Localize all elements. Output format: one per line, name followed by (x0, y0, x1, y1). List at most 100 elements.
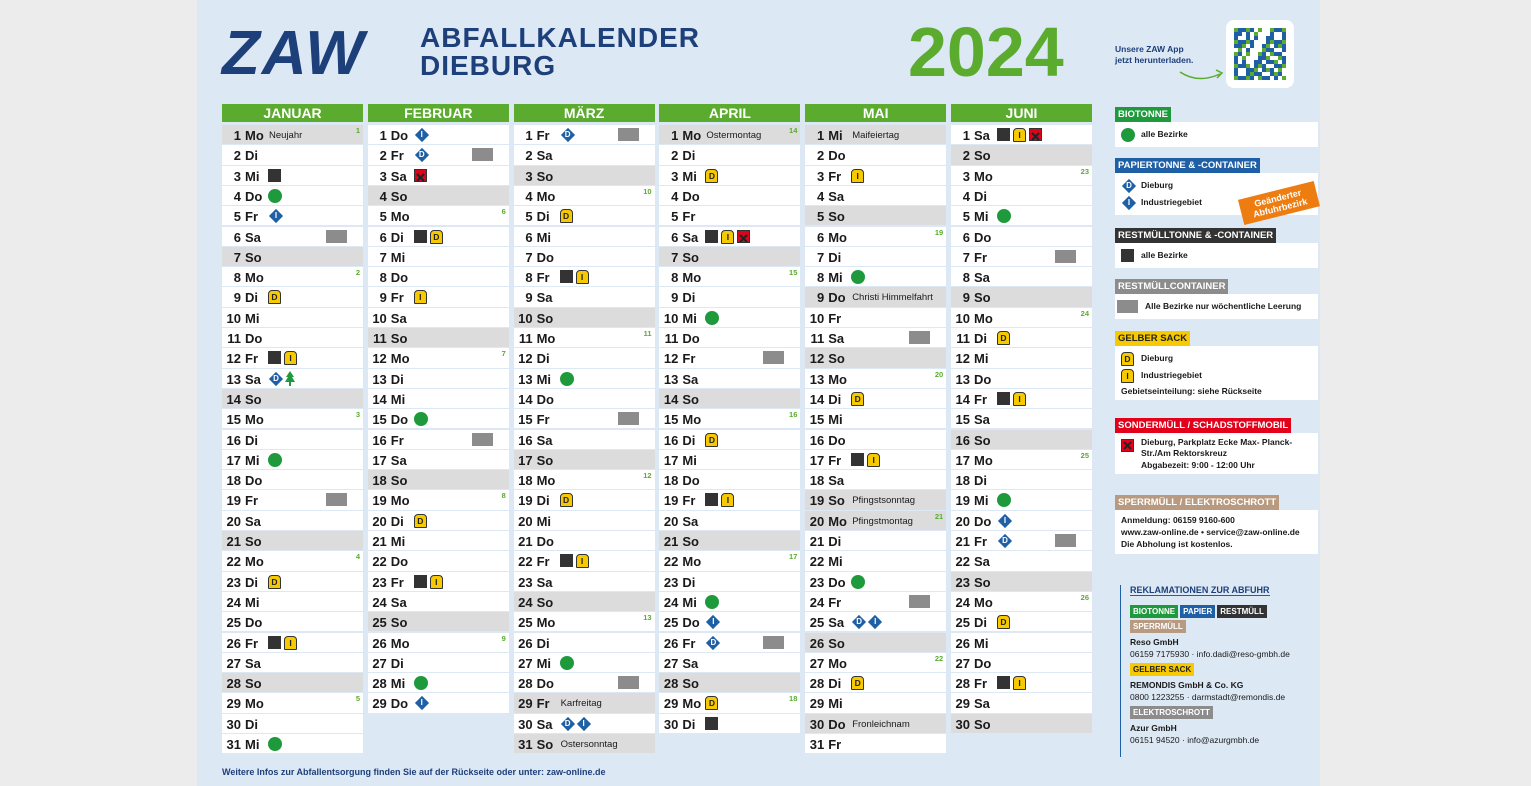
day-number: 22 (372, 554, 387, 570)
weekday: Fr (536, 554, 550, 570)
day-row: 26 Mi (951, 632, 1092, 652)
weekday: Do (390, 412, 409, 428)
rest-icon (851, 452, 865, 466)
day-row: 24 Mo 26 (951, 591, 1092, 612)
day-number: 8 (816, 270, 825, 286)
icon-letter: D (564, 718, 571, 728)
day-row: 8 Mi (805, 267, 947, 287)
weekday: Mi (245, 452, 260, 468)
day-row: 12 Mo 7 (367, 348, 509, 368)
weekday: So (974, 148, 991, 164)
day-number: 17 (226, 452, 241, 468)
rest-icon (268, 635, 281, 649)
day-row: 20 Do I (951, 510, 1092, 530)
paper-icon: I (997, 513, 1013, 528)
weekday: So (828, 209, 845, 225)
yellow-sack-icon: I (721, 229, 735, 244)
day-number: 29 (226, 696, 241, 712)
day-row: 20 Sa (222, 510, 363, 530)
weekday: Mo (682, 270, 702, 286)
weekday: Mo (390, 209, 410, 225)
day-number: 6 (671, 229, 679, 245)
day-number: 20 (809, 513, 825, 529)
day-row: 1 Mo Ostermontag 14 (659, 125, 801, 145)
day-row: 29 Mi (805, 693, 947, 713)
legend-label: RESTMÜLLTONNE & -CONTAINER (1115, 228, 1277, 243)
weekday: Mi (828, 554, 843, 570)
day-row: 7 Mi (367, 246, 509, 267)
weekday: So (245, 391, 262, 407)
weekday: Di (245, 574, 258, 590)
day-row: 9 So (951, 287, 1092, 307)
day-row: 21 Do (513, 531, 655, 551)
legend-text: alle Bezirke (1141, 129, 1188, 139)
week-number: 5 (355, 694, 360, 704)
day-row: 25 Sa D I (805, 612, 947, 632)
paper-icon: I (705, 615, 721, 630)
day-row: 5 Fr (659, 206, 801, 226)
yellow-sack-icon: I (429, 574, 443, 589)
day-number: 1 (962, 128, 970, 143)
weekday: So (536, 310, 554, 326)
day-row: 9 Sa (513, 287, 655, 307)
qr-cell (1246, 32, 1250, 36)
day-number: 7 (379, 249, 387, 265)
day-row: 23 Do (805, 571, 947, 591)
qr-cell (1246, 64, 1250, 68)
day-row: 15 Mi (805, 409, 947, 429)
week-number: 14 (789, 126, 798, 135)
day-number: 25 (372, 615, 387, 631)
day-number: 2 (962, 148, 970, 164)
weekday: Mi (974, 635, 989, 651)
title: ABFALLKALENDER DIEBURG (420, 24, 700, 80)
icon-letter: I (1127, 198, 1131, 207)
x-mark (739, 233, 749, 243)
weekday: So (536, 452, 554, 468)
week-number: 3 (355, 410, 360, 420)
day-row: 16 So (951, 429, 1092, 449)
day-number: 20 (372, 513, 387, 529)
weekday: Fr (536, 128, 550, 143)
bio-icon (559, 371, 574, 386)
icon-letter: I (874, 617, 877, 627)
weekday: Sa (390, 168, 407, 184)
day-row: 4 Di (951, 185, 1092, 206)
qr-code (1226, 20, 1294, 88)
weekday: Sa (536, 148, 553, 164)
day-number: 17 (372, 452, 387, 468)
weekday: Sa (536, 574, 553, 590)
day-row: 2 Di (659, 145, 801, 165)
day-number: 5 (379, 209, 387, 225)
title-line: ABFALLKALENDER (420, 22, 700, 53)
day-number: 26 (372, 635, 387, 651)
container-icon (326, 493, 347, 507)
day-number: 21 (372, 534, 387, 549)
yellow-sack-icon: D (413, 513, 427, 528)
weekday: Mi (245, 594, 260, 610)
day-row: 6 Sa (222, 226, 363, 246)
day-row: 29 Mo 5 (222, 693, 363, 713)
weekday: Sa (974, 412, 990, 428)
qr-cell (1262, 48, 1266, 52)
weekday: Mo (828, 371, 847, 387)
bio-icon (268, 188, 282, 203)
weekday: So (682, 534, 700, 549)
legend-box: Dieburg, Parkplatz Ecke Max- Planck-Str.… (1115, 433, 1318, 474)
day-row: 25 Do I (659, 612, 801, 632)
legend-item: I Industriegebiet (1121, 367, 1312, 384)
qr-cell (1270, 36, 1274, 40)
day-row: 14 Di D (805, 388, 947, 409)
qr-cell (1246, 40, 1250, 44)
day-number: 26 (518, 635, 533, 651)
day-number: 7 (233, 249, 241, 265)
day-number: 4 (233, 188, 241, 204)
week-number: 13 (643, 613, 652, 623)
qr-cell (1266, 44, 1270, 48)
day-row: 26 Fr D (659, 632, 801, 652)
weekday: Sa (828, 188, 845, 204)
contact: 0800 1223255 · darmstadt@remondis.de (1130, 692, 1286, 702)
weekday: Di (390, 655, 404, 671)
qr-cell (1258, 64, 1262, 68)
qr-cell (1238, 44, 1242, 48)
weekday: Sa (974, 128, 990, 143)
